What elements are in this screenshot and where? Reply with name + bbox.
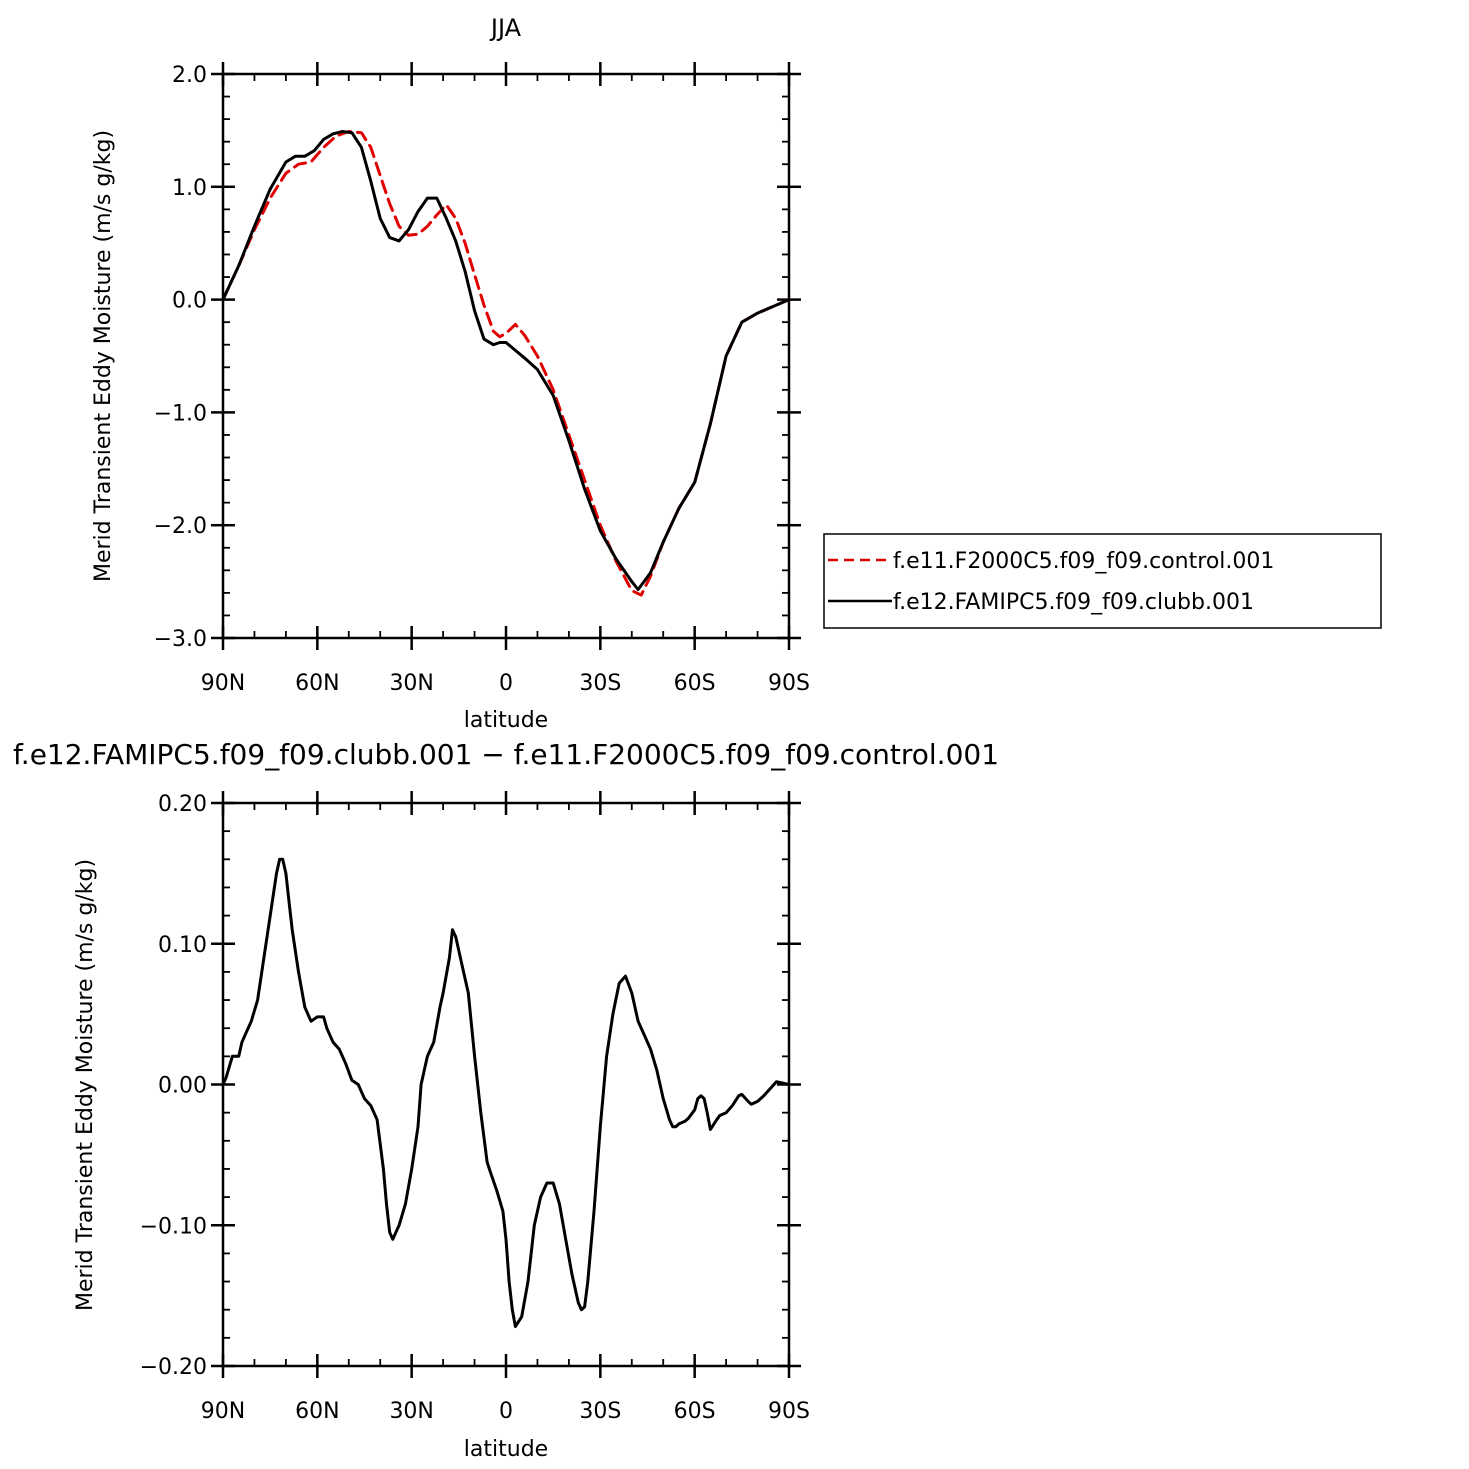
top-y-tick-label: 2.0 [172,63,207,88]
top-y-tick-label: −3.0 [154,627,207,652]
top-y-axis-label: Merid Transient Eddy Moisture (m/s g/kg) [91,130,116,582]
legend-label-control: f.e11.F2000C5.f09_f09.control.001 [893,549,1274,574]
top-x-tick-label: 90S [768,671,810,696]
legend-box [823,533,1382,629]
bottom-x-tick-label: 90N [201,1399,245,1424]
top-x-tick-label: 30N [389,671,433,696]
bottom-chart-title: f.e12.FAMIPC5.f09_f09.clubb.001 − f.e11.… [13,738,999,771]
top-x-tick-label: 90N [201,671,245,696]
bottom-x-tick-label: 0 [499,1399,513,1424]
legend-label-clubb: f.e12.FAMIPC5.f09_f09.clubb.001 [893,590,1254,615]
bottom-x-tick-labels: 90N 60N 30N 0 30S 60S 90S [201,1399,810,1424]
bottom-axis-ticks [211,791,801,1378]
top-series-line-0 [223,130,789,597]
bottom-x-tick-label: 90S [768,1399,810,1424]
bottom-x-tick-label: 30N [389,1399,433,1424]
bottom-series-group [223,857,789,1329]
bottom-series-line-0 [223,857,789,1329]
bottom-x-tick-label: 30S [579,1399,621,1424]
top-x-tick-label: 60S [674,671,716,696]
top-y-tick-label: −2.0 [154,514,207,539]
bottom-x-tick-label: 60S [674,1399,716,1424]
bottom-y-tick-label: −0.10 [140,1214,207,1239]
bottom-panel: f.e12.FAMIPC5.f09_f09.clubb.001 − f.e11.… [13,738,999,1462]
top-axis-ticks [211,62,801,650]
top-y-tick-labels: 2.0 1.0 0.0 −1.0 −2.0 −3.0 [154,63,207,652]
bottom-y-tick-labels: 0.20 0.10 0.00 −0.10 −0.20 [140,792,207,1380]
bottom-y-tick-label: 0.00 [158,1074,207,1099]
top-y-tick-label: 1.0 [172,176,207,201]
top-y-tick-label: −1.0 [154,401,207,426]
top-x-axis-label: latitude [464,708,548,733]
top-y-tick-label: 0.0 [172,289,207,314]
bottom-plot-frame [221,801,791,1368]
top-series-group [223,130,789,597]
bottom-y-axis-label: Merid Transient Eddy Moisture (m/s g/kg) [73,859,98,1311]
legend: f.e11.F2000C5.f09_f09.control.001 f.e12.… [823,533,1382,629]
bottom-x-tick-label: 60N [295,1399,339,1424]
top-x-tick-label: 60N [295,671,339,696]
bottom-y-tick-label: −0.20 [140,1355,207,1380]
top-plot-frame [221,72,791,640]
top-chart-title: JJA [489,14,522,42]
top-x-tick-label: 0 [499,671,513,696]
top-series-line-1 [223,130,789,591]
top-panel: JJA 2.0 1.0 0.0 −1.0 −2.0 −3.0 90N 60N 30N 0 30S 6… [91,14,810,733]
top-x-tick-label: 30S [579,671,621,696]
bottom-x-axis-label: latitude [464,1437,548,1462]
bottom-y-tick-label: 0.20 [158,792,207,817]
bottom-y-tick-label: 0.10 [158,933,207,958]
top-x-tick-labels: 90N 60N 30N 0 30S 60S 90S [201,671,810,696]
